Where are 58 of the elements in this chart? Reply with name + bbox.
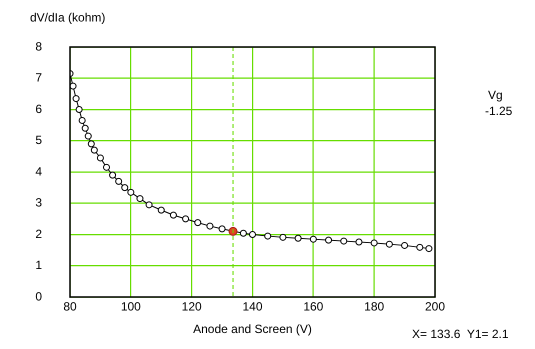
point xyxy=(425,245,432,252)
x-axis-title: Anode and Screen (V) xyxy=(193,322,312,336)
point xyxy=(228,226,238,236)
x-tick-label: 120 xyxy=(182,300,202,314)
point xyxy=(310,236,317,243)
y-tick-label: 4 xyxy=(35,164,42,178)
point xyxy=(109,172,116,179)
point xyxy=(72,95,80,102)
point xyxy=(218,225,226,232)
point xyxy=(70,82,77,90)
x-tick-label: 200 xyxy=(424,300,446,314)
point xyxy=(103,164,110,171)
text: X= 133.6 Y1= 2.1 xyxy=(412,327,509,341)
x-tick-label: 160 xyxy=(303,300,324,314)
point xyxy=(146,201,153,208)
point xyxy=(294,234,302,242)
point xyxy=(249,231,256,238)
y-tick-label: 3 xyxy=(35,196,42,210)
point xyxy=(416,244,424,251)
y-tick-label: 2 xyxy=(35,226,42,241)
text: -1.25 xyxy=(485,104,512,118)
point xyxy=(386,240,393,248)
y-tick-label: 5 xyxy=(35,133,42,148)
point xyxy=(355,238,362,246)
y-tick-label: 6 xyxy=(35,102,42,116)
point xyxy=(170,212,177,219)
point xyxy=(401,242,408,249)
point xyxy=(194,219,202,226)
y-tick-label: 7 xyxy=(35,70,42,85)
point xyxy=(90,146,98,154)
point xyxy=(240,230,247,237)
point xyxy=(121,184,128,192)
x-tick-label: 80 xyxy=(63,300,77,314)
y-axis-title: dV/dIa (kohm) xyxy=(30,10,106,24)
point xyxy=(206,222,214,230)
point xyxy=(76,106,83,113)
point xyxy=(115,178,122,185)
point xyxy=(370,239,378,246)
point xyxy=(96,154,104,162)
point xyxy=(127,188,134,196)
point xyxy=(88,140,95,148)
y-tick-label: 0 xyxy=(35,289,42,304)
text: Vg xyxy=(488,88,503,102)
point xyxy=(264,232,272,240)
y-tick-label: 8 xyxy=(35,39,42,54)
point xyxy=(82,124,89,132)
point xyxy=(78,116,86,124)
x-tick-label: 180 xyxy=(364,300,384,314)
point xyxy=(340,238,348,245)
point xyxy=(84,132,92,140)
x-tick-label: 140 xyxy=(242,300,263,314)
point xyxy=(279,234,286,241)
point xyxy=(136,195,144,202)
point xyxy=(182,215,190,222)
point xyxy=(325,236,332,244)
x-tick-label: 100 xyxy=(120,300,142,314)
y-tick-label: 1 xyxy=(35,258,42,272)
point xyxy=(158,206,165,214)
